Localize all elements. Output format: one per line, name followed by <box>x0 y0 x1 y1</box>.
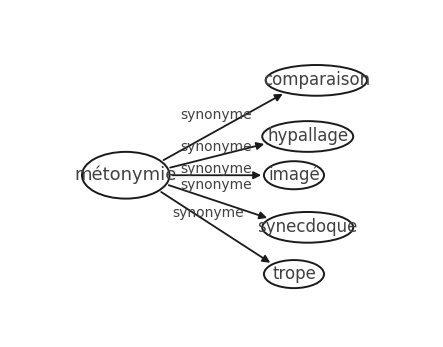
Ellipse shape <box>264 260 324 288</box>
Text: trope: trope <box>272 265 316 283</box>
Text: synonyme: synonyme <box>181 140 253 154</box>
Text: imagé: imagé <box>268 166 320 185</box>
Ellipse shape <box>262 121 353 152</box>
Text: synonyme: synonyme <box>181 108 253 122</box>
Text: hypallage: hypallage <box>267 127 348 145</box>
Ellipse shape <box>266 65 367 96</box>
Text: synecdoque: synecdoque <box>257 218 358 236</box>
Ellipse shape <box>262 212 353 243</box>
Text: synonyme: synonyme <box>181 162 253 176</box>
Ellipse shape <box>82 152 170 198</box>
Text: synonyme: synonyme <box>181 178 253 192</box>
Text: synonyme: synonyme <box>172 206 244 220</box>
Ellipse shape <box>264 161 324 189</box>
Text: comparaison: comparaison <box>263 71 370 90</box>
Text: métonymie: métonymie <box>74 166 177 185</box>
